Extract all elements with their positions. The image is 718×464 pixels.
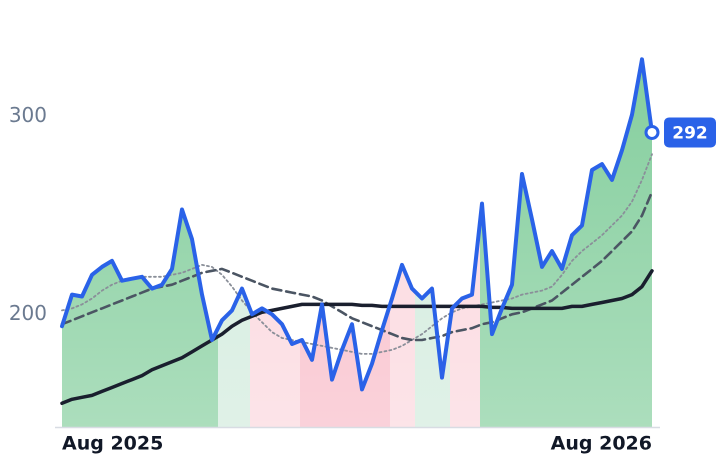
x-tick-label: Aug 2026 — [551, 433, 652, 455]
end-label-box — [664, 117, 716, 148]
x-tick-label: Aug 2025 — [62, 433, 163, 455]
labels: 200 300 Aug 2025 Aug 2026 292 — [9, 103, 716, 455]
lines — [60, 57, 660, 406]
series-line — [60, 57, 654, 392]
end-dot — [644, 124, 660, 140]
y-tick-label: 200 — [9, 301, 47, 325]
y-tick-label: 300 — [9, 103, 47, 127]
series-line — [60, 269, 654, 406]
end-label: 292 — [672, 123, 708, 143]
